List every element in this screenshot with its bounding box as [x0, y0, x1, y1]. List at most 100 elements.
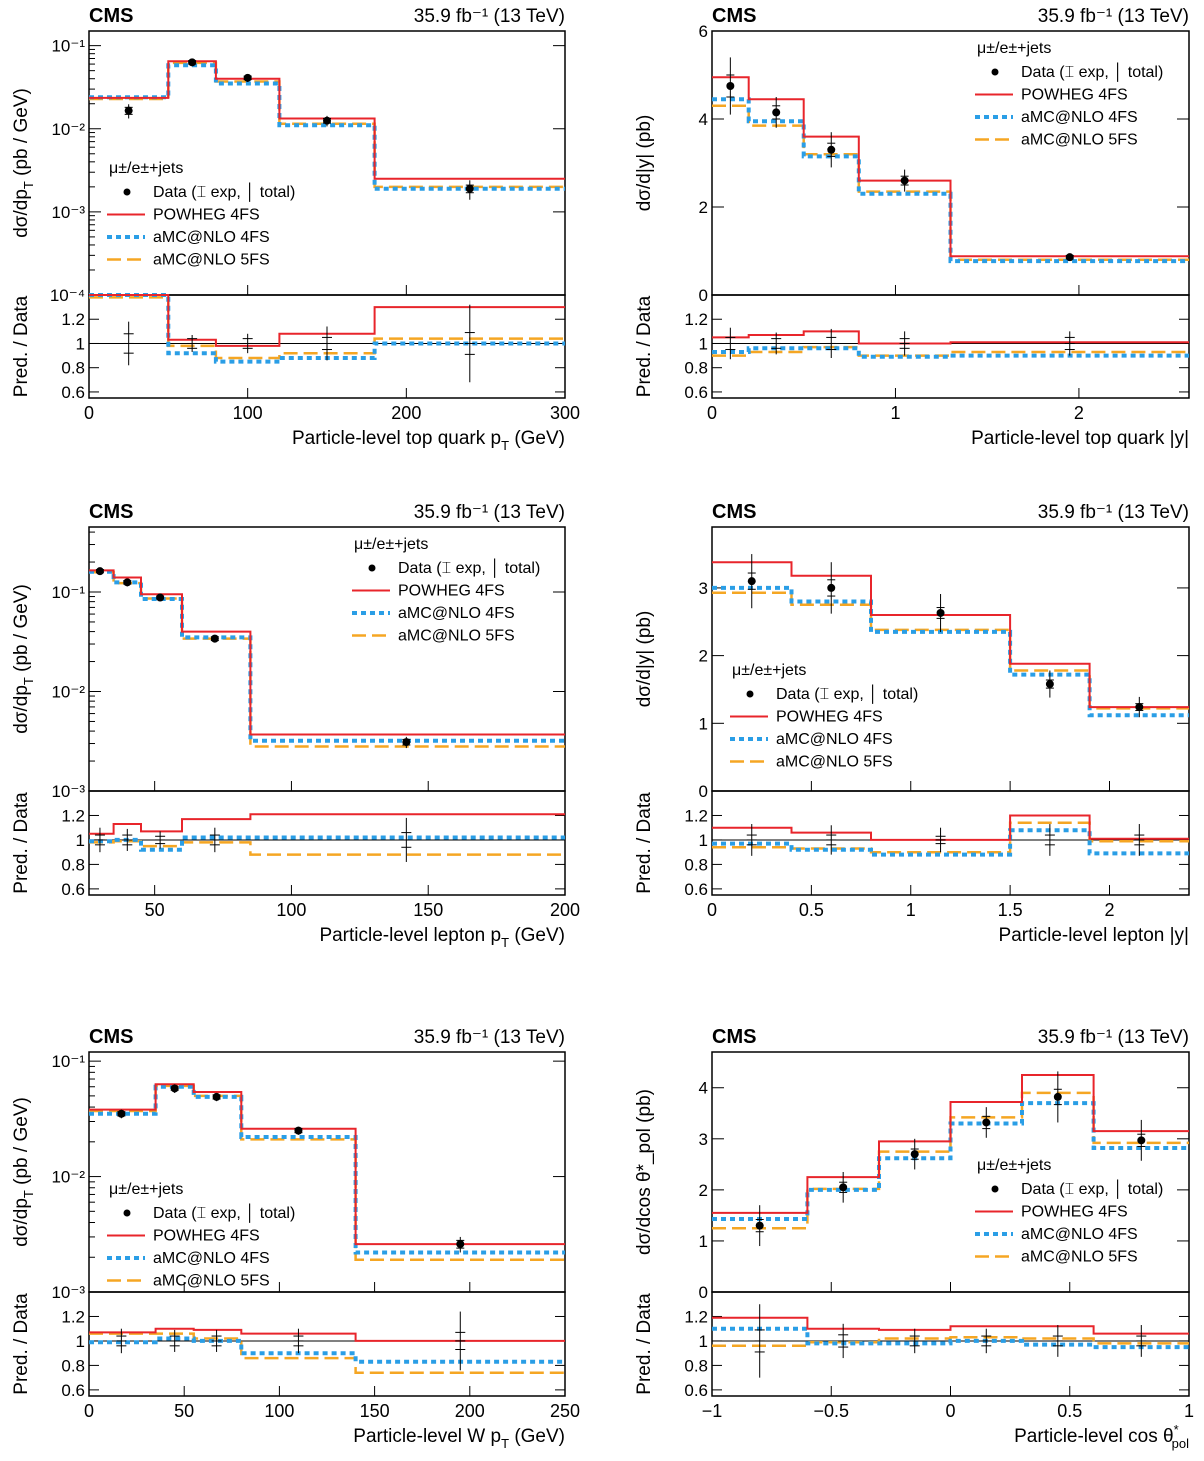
- chart-panel-5: CMS 35.9 fb⁻¹ (13 TeV) 0 50 100 150 200 250 Part…: [11, 1026, 580, 1451]
- x-tick-label: 250: [550, 1401, 580, 1421]
- ratio-axis-label: Pred. / Data: [634, 792, 655, 894]
- y-tick-label: 2: [699, 1181, 708, 1200]
- legend-data-label: Data (⌶ exp, │ total): [1021, 62, 1163, 82]
- ratio-axis-label: Pred. / Data: [11, 792, 32, 894]
- ratio-y-tick-label: 1: [699, 334, 708, 353]
- x-axis-label: Particle-level top quark |y|: [971, 428, 1189, 449]
- legend-amc4fs-label: aMC@NLO 4FS: [1021, 1226, 1138, 1243]
- y-tick-label: 6: [699, 22, 708, 41]
- legend-entry-amc5fs: aMC@NLO 5FS: [107, 252, 270, 269]
- data-point: [123, 578, 132, 587]
- x-tick-label: 200: [550, 900, 580, 920]
- x-axis-label: Particle-level cos θ* pol: [1014, 1422, 1189, 1451]
- data-point: [936, 608, 945, 617]
- data-point: [1135, 703, 1144, 712]
- y-tick-label: 2: [699, 647, 708, 666]
- data-point: [117, 1109, 126, 1118]
- data-point: [827, 145, 836, 154]
- legend-powheg4fs-label: POWHEG 4FS: [398, 583, 505, 600]
- ratio-y-tick-label: 0.8: [61, 359, 85, 378]
- x-tick-label: 100: [264, 1401, 294, 1421]
- x-axis-label: Particle-level lepton pT (GeV): [319, 925, 565, 950]
- legend-data-label: Data (⌶ exp, │ total): [1021, 1179, 1163, 1199]
- x-tick-label: 150: [413, 900, 443, 920]
- legend: μ±/e±+jets Data (⌶ exp, │ total) POWHEG 4F…: [107, 1181, 295, 1290]
- y-tick-label: 2: [699, 198, 708, 217]
- legend-entry-amc5fs: aMC@NLO 5FS: [975, 1249, 1138, 1266]
- ratio-y-tick-label: 1: [76, 334, 85, 353]
- chart-panel-1: CMS 35.9 fb⁻¹ (13 TeV) 0 100 200 300 Particle-…: [11, 5, 580, 453]
- ratio-axis-label: Pred. / Data: [634, 295, 655, 397]
- data-point: [456, 1240, 465, 1249]
- chart-panel-3: CMS 35.9 fb⁻¹ (13 TeV) 50 100 150 200 Particle…: [11, 501, 580, 950]
- ratio-y-tick-label: 0.8: [684, 359, 708, 378]
- legend-entry-powheg4fs: POWHEG 4FS: [107, 207, 260, 224]
- x-tick-label: 0: [945, 1401, 955, 1421]
- legend: μ±/e±+jets Data (⌶ exp, │ total) POWHEG 4F…: [107, 160, 295, 269]
- series-powheg4fs-line: [712, 76, 1189, 258]
- data-point: [910, 1150, 919, 1159]
- legend-entry-data: Data (⌶ exp, │ total): [368, 558, 540, 578]
- ratio-y-tick-label: 0.6: [61, 1381, 85, 1400]
- legend-amc5fs-label: aMC@NLO 5FS: [776, 754, 893, 771]
- legend-entry-powheg4fs: POWHEG 4FS: [730, 709, 883, 726]
- data-point: [726, 82, 735, 90]
- y-tick-label: 10⁻²: [51, 1168, 85, 1187]
- x-axis-label: Particle-level W pT (GeV): [353, 1426, 565, 1451]
- ratio-y-tick-label: 0.6: [684, 880, 708, 899]
- data-point: [839, 1183, 848, 1192]
- experiment-label: CMS: [712, 501, 756, 523]
- data-point: [1053, 1092, 1062, 1101]
- legend-data-marker: [123, 1209, 131, 1217]
- ratio-y-tick-label: 1.2: [684, 1307, 708, 1326]
- data-point: [982, 1118, 991, 1127]
- legend-entry-powheg4fs: POWHEG 4FS: [107, 1228, 260, 1245]
- y-tick-label: 10⁻¹: [51, 1052, 85, 1071]
- legend-channel-label: μ±/e±+jets: [977, 40, 1051, 57]
- ratio-amc4fs-line: [712, 828, 1189, 857]
- legend-data-marker: [123, 188, 131, 196]
- y-tick-label: 3: [699, 579, 708, 598]
- ratio-powheg4fs-line: [712, 1316, 1189, 1335]
- legend-amc4fs-label: aMC@NLO 4FS: [398, 605, 515, 622]
- luminosity-label: 35.9 fb⁻¹ (13 TeV): [1038, 6, 1189, 27]
- ratio-axis-label: Pred. / Data: [11, 295, 32, 397]
- ratio-powheg4fs-line: [712, 814, 1189, 841]
- y-tick-label: 4: [699, 110, 708, 129]
- y-tick-label: 10⁻¹: [51, 583, 85, 602]
- data-point: [212, 1092, 221, 1101]
- y-axis-label: dσ/d|y| (pb): [634, 115, 655, 212]
- y-axis-label: dσ/d|y| (pb): [634, 611, 655, 708]
- legend-amc5fs-label: aMC@NLO 5FS: [153, 252, 270, 269]
- ratio-y-tick-label: 0.8: [684, 855, 708, 874]
- legend-entry-amc5fs: aMC@NLO 5FS: [975, 132, 1138, 149]
- legend-amc4fs-label: aMC@NLO 4FS: [153, 229, 270, 246]
- legend-entry-amc4fs: aMC@NLO 4FS: [975, 109, 1138, 126]
- legend-amc5fs-label: aMC@NLO 5FS: [398, 628, 515, 645]
- legend-amc5fs-label: aMC@NLO 5FS: [1021, 1249, 1138, 1266]
- data-point: [747, 577, 756, 586]
- y-tick-label: 1: [699, 1232, 708, 1251]
- legend-powheg4fs-label: POWHEG 4FS: [1021, 87, 1128, 104]
- legend-channel-label: μ±/e±+jets: [977, 1157, 1051, 1174]
- data-point: [1137, 1136, 1146, 1145]
- legend-entry-amc4fs: aMC@NLO 4FS: [107, 229, 270, 246]
- legend-data-marker: [991, 68, 999, 76]
- x-tick-label: 50: [145, 900, 165, 920]
- y-tick-label: 10⁻³: [51, 782, 85, 801]
- legend-powheg4fs-label: POWHEG 4FS: [153, 1228, 260, 1245]
- x-tick-label: 50: [174, 1401, 194, 1421]
- ratio-y-tick-label: 1: [699, 831, 708, 850]
- legend-amc4fs-label: aMC@NLO 4FS: [153, 1250, 270, 1267]
- data-point: [95, 567, 104, 576]
- legend-entry-data: Data (⌶ exp, │ total): [746, 684, 918, 704]
- ratio-y-tick-label: 0.6: [684, 383, 708, 402]
- legend-data-label: Data (⌶ exp, │ total): [153, 1203, 295, 1223]
- ratio-y-tick-label: 1: [699, 1332, 708, 1351]
- ratio-y-tick-label: 1.2: [61, 806, 85, 825]
- luminosity-label: 35.9 fb⁻¹ (13 TeV): [414, 502, 565, 523]
- y-tick-label: 10⁻³: [51, 1283, 85, 1302]
- x-tick-label: −1: [702, 1401, 723, 1421]
- ratio-amc4fs-line: [89, 1336, 565, 1364]
